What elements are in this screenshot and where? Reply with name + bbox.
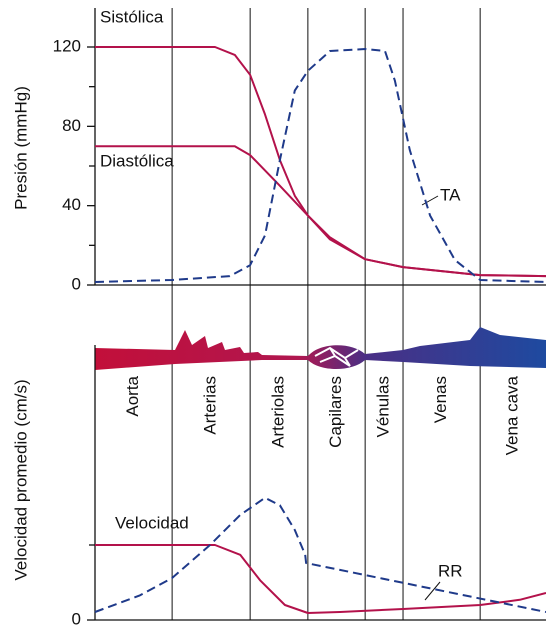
series-line: [94, 48, 546, 283]
category-label: Capilares: [326, 376, 345, 448]
y-tick-label: 0: [72, 274, 81, 293]
category-label: Arterias: [201, 376, 220, 435]
series-label: Sistólica: [100, 7, 164, 26]
series-label: Diastólica: [100, 151, 174, 170]
y-tick-label: 40: [62, 195, 81, 214]
category-label: Aorta: [123, 375, 142, 416]
y-tick-label: 0: [72, 609, 81, 628]
category-label: Vena cava: [503, 375, 522, 455]
y-tick-label: 80: [62, 116, 81, 135]
series-line: [94, 496, 546, 613]
category-label: Arteriolas: [268, 376, 287, 448]
series-line: [95, 544, 546, 614]
series-label: TA: [440, 185, 461, 204]
leader: [424, 581, 441, 601]
y-axis-label: Presión (mmHg): [11, 86, 30, 210]
y-axis-label: Velocidad promedio (cm/s): [11, 379, 30, 580]
leader: [421, 195, 439, 206]
category-label: Vénulas: [374, 376, 393, 437]
series-line: [95, 145, 546, 278]
vessel-band: [95, 327, 546, 370]
y-tick-label: 120: [53, 36, 81, 55]
series-label: Velocidad: [115, 513, 189, 532]
category-label: Venas: [431, 376, 450, 423]
series-label: RR: [438, 561, 463, 580]
capillary-net: [314, 346, 359, 367]
